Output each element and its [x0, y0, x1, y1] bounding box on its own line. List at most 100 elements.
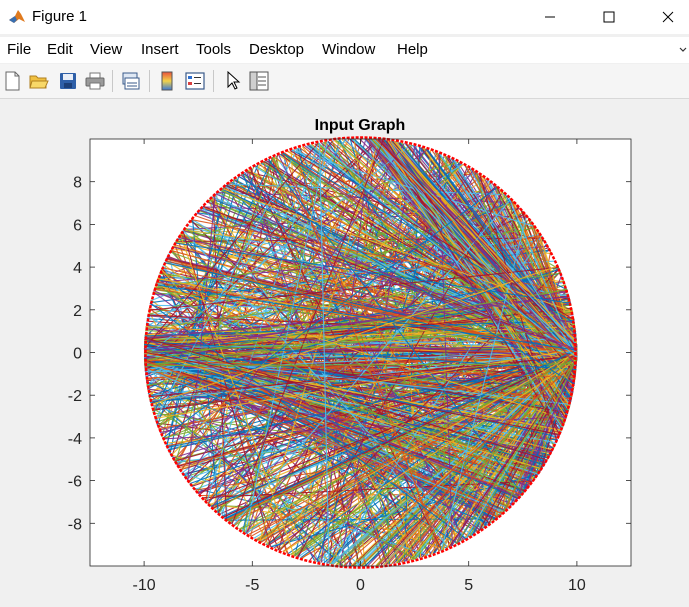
chord-line: [153, 288, 577, 348]
chord-line: [144, 296, 570, 339]
menu-tools[interactable]: Tools: [196, 41, 232, 58]
chord-line: [426, 148, 578, 355]
chord-line: [144, 317, 575, 367]
maximize-button[interactable]: [586, 0, 632, 34]
chord-line: [390, 140, 577, 367]
menu-overflow-arrow-icon[interactable]: [679, 45, 687, 53]
chord-line: [283, 152, 578, 355]
chord-line: [144, 288, 568, 361]
chord-line: [330, 357, 578, 565]
y-tick-label: 0: [73, 346, 82, 363]
figure-toolbar: [0, 64, 689, 99]
chord-line: [143, 350, 543, 470]
save-button[interactable]: [57, 70, 79, 92]
minimize-icon: [545, 16, 555, 18]
menu-help[interactable]: Help: [397, 41, 428, 58]
chord-line: [143, 344, 497, 520]
chord-line: [310, 144, 578, 358]
chord-line: [478, 174, 558, 443]
chord-line: [238, 175, 575, 385]
chord-line: [239, 357, 578, 531]
chord-line: [377, 350, 578, 566]
insert-colorbar-button[interactable]: [156, 70, 178, 92]
chord-line: [294, 358, 578, 557]
edit-plot-button[interactable]: [222, 70, 244, 92]
chord-line: [161, 267, 578, 354]
toolbar-separator: [213, 70, 214, 92]
chord-line: [186, 143, 405, 481]
chord-line: [201, 480, 534, 499]
chord-line: [179, 234, 295, 556]
chord-line: [144, 291, 568, 354]
insert-legend-button[interactable]: [184, 70, 206, 92]
chord-line: [297, 191, 503, 558]
maximize-icon: [603, 11, 615, 23]
chord-line: [453, 159, 578, 358]
chord-line: [189, 346, 577, 485]
chord-line: [330, 140, 578, 358]
menu-edit[interactable]: Edit: [47, 41, 73, 58]
chord-line: [150, 265, 559, 406]
chord-line: [162, 186, 498, 439]
chord-line: [455, 358, 578, 545]
chord-line: [147, 314, 577, 336]
link-plot-button[interactable]: [120, 70, 142, 92]
figure-canvas[interactable]: -10 -5 0 5 10 -8 -6 -4 -2 0 2 4 6 8 Input Graph: [0, 99, 689, 602]
chord-line: [154, 147, 299, 421]
menu-desktop[interactable]: Desktop: [249, 41, 305, 58]
chord-line: [155, 283, 567, 421]
y-ticks: -8 -6 -4 -2 0 2 4 6 8: [68, 175, 631, 533]
plot-svg[interactable]: -10 -5 0 5 10 -8 -6 -4 -2 0 2 4 6 8 Input Graph: [0, 99, 689, 602]
close-button[interactable]: [645, 0, 689, 34]
minimize-button[interactable]: [527, 0, 573, 34]
chord-line: [144, 336, 548, 461]
chord-line: [144, 342, 560, 438]
chord-line: [260, 359, 578, 543]
chord-line: [199, 209, 578, 352]
chord-line: [244, 141, 328, 534]
chord-line: [144, 336, 542, 470]
chord-line: [170, 453, 445, 550]
chord-line: [384, 358, 578, 566]
insert-legend-icon: [185, 72, 205, 90]
chord-line: [350, 348, 578, 566]
chord-line: [215, 271, 562, 512]
menu-insert[interactable]: Insert: [141, 41, 179, 58]
y-tick-label: 2: [73, 303, 82, 320]
print-button[interactable]: [84, 70, 106, 92]
menu-file[interactable]: File: [7, 41, 32, 58]
window-title: Figure 1: [32, 8, 88, 25]
toolbar-separator: [112, 70, 113, 92]
save-icon: [60, 73, 76, 89]
menu-bar: File Edit View Insert Tools Desktop Wind…: [0, 37, 689, 63]
chord-line: [154, 348, 577, 419]
chord-line: [333, 140, 578, 351]
chord-line: [464, 351, 578, 540]
x-tick-label: -10: [133, 577, 156, 594]
property-inspector-button[interactable]: [248, 70, 270, 92]
chord-line: [352, 139, 578, 354]
y-tick-label: 4: [73, 260, 82, 277]
chord-line: [164, 260, 578, 358]
chord-line: [144, 363, 577, 367]
property-inspector-icon: [249, 71, 269, 91]
menu-window[interactable]: Window: [322, 41, 376, 58]
chord-line: [390, 140, 578, 344]
toolbar-separator: [149, 70, 150, 92]
chord-line: [222, 354, 578, 518]
menu-view[interactable]: View: [90, 41, 123, 58]
chord-line: [174, 242, 572, 304]
y-tick-label: -8: [68, 516, 82, 533]
chord-line: [318, 142, 330, 564]
open-file-button[interactable]: [28, 70, 50, 92]
chord-line: [178, 236, 575, 324]
y-tick-label: 8: [73, 175, 82, 192]
x-tick-label: 5: [464, 577, 473, 594]
chord-line: [258, 351, 578, 542]
chord-line: [371, 139, 577, 373]
chord-line: [155, 284, 520, 499]
chord-line: [144, 360, 523, 496]
chord-line: [502, 357, 578, 514]
chord-line: [516, 357, 578, 501]
new-figure-button[interactable]: [1, 70, 23, 92]
